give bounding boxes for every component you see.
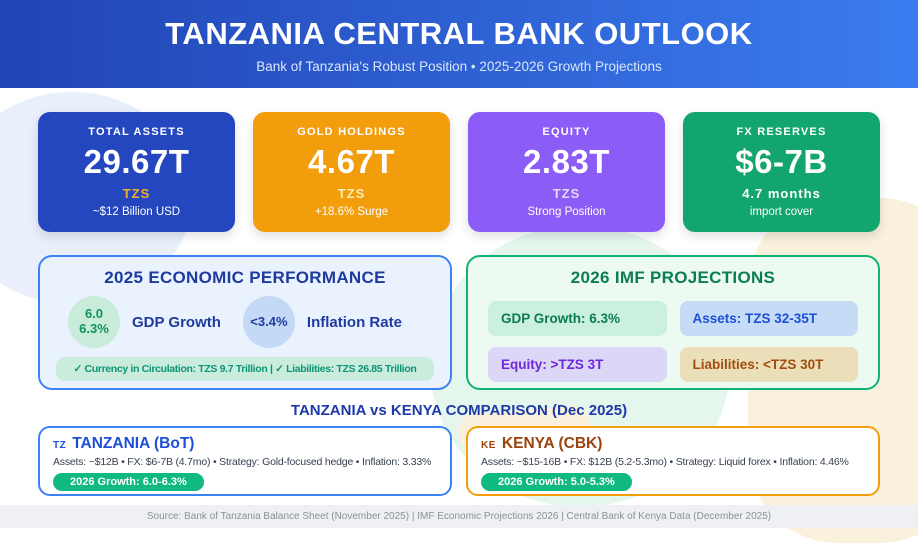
gdp-growth-circle: 6.0 6.3% [68, 296, 120, 348]
stat-card-total-assets: TOTAL ASSETS 29.67T TZS ~$12 Billion USD [38, 112, 235, 232]
gdp-circle-line2: 6.3% [79, 321, 109, 336]
stat-card-fx-reserves: FX RESERVES $6-7B 4.7 months import cove… [683, 112, 880, 232]
footer-bar: Source: Bank of Tanzania Balance Sheet (… [0, 505, 918, 528]
tanzania-card-title: TANZANIA (BoT) [72, 435, 195, 452]
imf-projections-title: 2026 IMF PROJECTIONS [570, 268, 776, 287]
stat-value: 29.67T [83, 143, 190, 180]
economic-performance-panel: 2025 ECONOMIC PERFORMANCE 6.0 6.3% GDP G… [38, 255, 452, 390]
stat-unit: TZS [122, 186, 151, 201]
stat-note: ~$12 Billion USD [92, 206, 181, 218]
stat-unit: TZS [337, 186, 366, 201]
kenya-growth-badge: 2026 Growth: 5.0-5.3% [481, 473, 632, 491]
stat-card-gold-holdings: GOLD HOLDINGS 4.67T TZS +18.6% Surge [253, 112, 450, 232]
stat-value: 2.83T [523, 143, 610, 180]
stat-label: TOTAL ASSETS [88, 126, 185, 138]
chip-liabilities: Liabilities: <TZS 30T [679, 347, 858, 382]
header-banner: TANZANIA CENTRAL BANK OUTLOOK Bank of Ta… [0, 0, 918, 88]
stat-note: Strong Position [527, 206, 606, 218]
kenya-card-details: Assets: ~$15-16B • FX: $12B (5.2-5.3mo) … [481, 456, 849, 468]
gdp-circle-line1: 6.0 [84, 306, 104, 322]
comparison-row: TZ TANZANIA (BoT) Assets: ~$12B • FX: $6… [38, 426, 880, 496]
comparison-title: TANZANIA vs KENYA COMPARISON (Dec 2025) [290, 402, 628, 419]
kenya-card-header: KE KENYA (CBK) [481, 435, 865, 453]
stat-label: GOLD HOLDINGS [297, 126, 406, 138]
kenya-card-title: KENYA (CBK) [501, 435, 603, 452]
page-subtitle: Bank of Tanzania's Robust Position • 202… [256, 59, 662, 74]
economic-performance-title: 2025 ECONOMIC PERFORMANCE [104, 268, 386, 287]
page-title: TANZANIA CENTRAL BANK OUTLOOK [165, 16, 753, 51]
imf-projections-panel: 2026 IMF PROJECTIONS GDP Growth: 6.3% As… [466, 255, 880, 390]
stat-note: import cover [749, 206, 814, 218]
tanzania-country-code: TZ [53, 440, 67, 451]
stat-value: $6-7B [735, 143, 828, 180]
stat-note: +18.6% Surge [314, 206, 389, 218]
tanzania-growth-badge: 2026 Growth: 6.0-6.3% [53, 473, 204, 491]
metrics-row: 6.0 6.3% GDP Growth <3.4% Inflation Rate [56, 296, 434, 348]
stat-unit: 4.7 months [742, 186, 821, 201]
stat-label: EQUITY [542, 126, 591, 138]
gdp-growth-label: GDP Growth [132, 313, 221, 331]
stat-unit: TZS [552, 186, 581, 201]
inflation-label: Inflation Rate [306, 313, 402, 331]
source-text: Source: Bank of Tanzania Balance Sheet (… [146, 511, 772, 522]
tanzania-card-details: Assets: ~$12B • FX: $6-7B (4.7mo) • Stra… [53, 456, 432, 468]
tanzania-comparison-card: TZ TANZANIA (BoT) Assets: ~$12B • FX: $6… [38, 426, 452, 496]
stat-value: 4.67T [308, 143, 395, 180]
currency-liabilities-footnote: ✓ Currency in Circulation: TZS 9.7 Trill… [56, 357, 434, 381]
tanzania-card-header: TZ TANZANIA (BoT) [53, 435, 437, 453]
inflation-circle: <3.4% [242, 296, 295, 348]
kenya-comparison-card: KE KENYA (CBK) Assets: ~$15-16B • FX: $1… [466, 426, 880, 496]
main-content: TOTAL ASSETS 29.67T TZS ~$12 Billion USD… [0, 112, 918, 496]
chip-gdp-growth: GDP Growth: 6.3% [488, 301, 667, 336]
inflation-circle-line1: <3.4% [250, 313, 288, 329]
stat-cards-row: TOTAL ASSETS 29.67T TZS ~$12 Billion USD… [38, 112, 880, 232]
stat-card-equity: EQUITY 2.83T TZS Strong Position [468, 112, 665, 232]
chip-equity: Equity: >TZS 3T [488, 347, 667, 382]
panels-row: 2025 ECONOMIC PERFORMANCE 6.0 6.3% GDP G… [38, 255, 880, 390]
projection-chips: GDP Growth: 6.3% Assets: TZS 32-35T Equi… [484, 301, 862, 382]
kenya-country-code: KE [481, 440, 496, 451]
chip-assets: Assets: TZS 32-35T [679, 301, 858, 336]
stat-label: FX RESERVES [736, 126, 827, 138]
